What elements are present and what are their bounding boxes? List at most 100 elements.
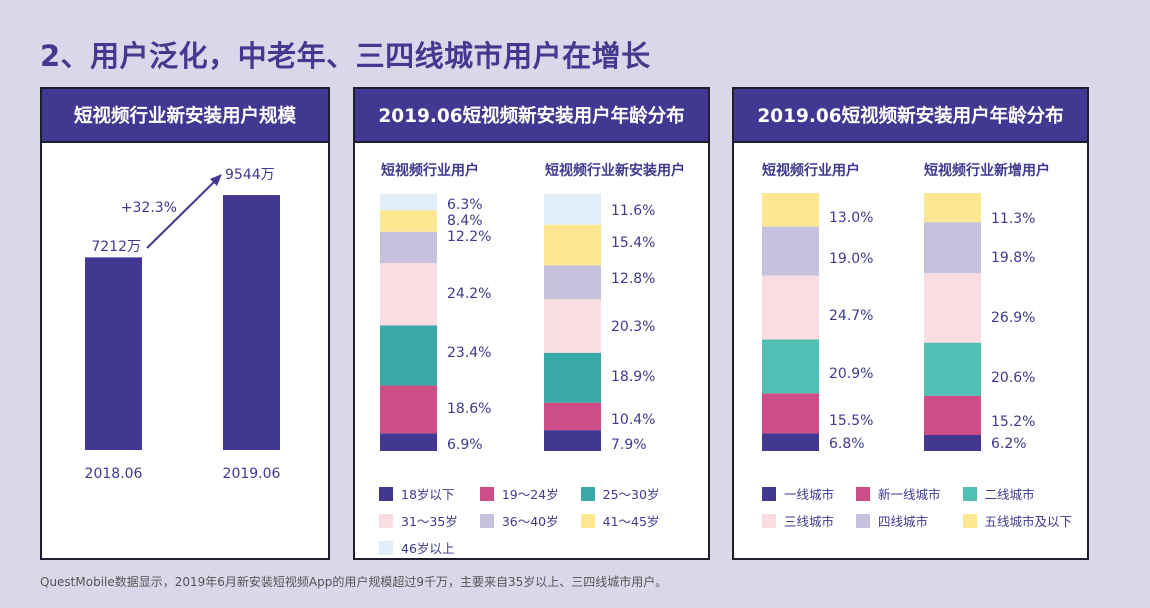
legend-label: 18岁以下 xyxy=(401,487,455,502)
segment-label: 6.8% xyxy=(829,436,865,452)
growth-annotation: +32.3% xyxy=(121,200,177,216)
segment-label: 15.2% xyxy=(991,414,1035,430)
legend-swatch xyxy=(962,486,977,501)
segment-31～35岁 xyxy=(380,263,437,326)
legend-age: 18岁以下 19～24岁 25～30岁 31～35岁 36～40岁 41～45岁 46岁以上 xyxy=(379,484,659,557)
segment-label: 20.9% xyxy=(829,366,873,382)
legend-swatch xyxy=(962,513,977,528)
stacked-bar-city-distribution: 短视频行业用户 6.8% 15.5% 20.9% 24.7% 19.0% 13.0% 短视频行… xyxy=(762,162,1050,452)
legend-label: 25～30岁 xyxy=(602,487,660,502)
legend-label: 四线城市 xyxy=(878,514,929,529)
x-tick-label: 2019.06 xyxy=(223,466,281,482)
segment-46岁以上 xyxy=(380,194,437,211)
segment-label: 19.8% xyxy=(991,250,1035,266)
legend-swatch xyxy=(762,486,776,501)
legend-swatch xyxy=(762,513,776,528)
panel-new-install-scale: 短视频行业新安装用户规模 2018.06 2019.06 7212万 9544万 +32… xyxy=(40,87,330,560)
segment-label: 7.9% xyxy=(611,437,647,453)
segment-新一线城市 xyxy=(924,395,981,436)
segment-36～40岁 xyxy=(380,231,437,264)
segment-label: 6.9% xyxy=(447,437,483,453)
legend-item: 36～40岁 xyxy=(479,511,559,530)
legend-city: 一线城市 新一线城市 二线城市三线城市 四线城市 五线城市及以下 xyxy=(762,484,1072,530)
segment-四线城市 xyxy=(924,222,981,274)
legend-swatch xyxy=(479,486,494,501)
stack-title: 短视频行业用户 xyxy=(762,162,860,179)
legend-item: 一线城市 xyxy=(762,484,834,503)
segment-label: 15.5% xyxy=(829,413,873,429)
bar-2018.06 xyxy=(85,257,142,450)
page-title: 2、用户泛化，中老年、三四线城市用户在增长 xyxy=(40,39,651,73)
segment-label: 12.2% xyxy=(447,229,491,245)
segment-label: 6.3% xyxy=(447,197,483,213)
legend-label: 新一线城市 xyxy=(878,487,941,502)
data-label: 9544万 xyxy=(225,167,275,183)
segment-18岁以下 xyxy=(544,430,601,451)
legend-item: 46岁以上 xyxy=(379,538,458,557)
footnote: QuestMobile数据显示，2019年6月新安装短视频App的用户规模超过9… xyxy=(40,575,668,589)
legend-item: 19～24岁 xyxy=(479,484,559,503)
legend-item: 二线城市 xyxy=(962,484,1073,503)
segment-四线城市 xyxy=(762,226,819,276)
stack-title: 短视频行业新安装用户 xyxy=(545,162,685,179)
data-label: 7212万 xyxy=(91,239,141,255)
legend-swatch xyxy=(856,486,871,501)
legend-swatch xyxy=(580,513,595,528)
segment-一线城市 xyxy=(924,435,981,451)
legend-swatch xyxy=(580,486,595,501)
growth-arrow-head xyxy=(210,174,222,186)
segment-label: 15.4% xyxy=(611,235,655,251)
segment-31～35岁 xyxy=(544,299,601,353)
legend-item: 31～35岁 xyxy=(379,511,458,530)
legend-item: 25～30岁 xyxy=(580,484,660,503)
segment-36～40岁 xyxy=(544,265,601,300)
segment-label: 20.6% xyxy=(991,370,1035,386)
segment-label: 18.6% xyxy=(447,401,491,417)
x-tick-label: 2018.06 xyxy=(85,466,143,482)
legend-label: 三线城市 xyxy=(784,514,835,529)
segment-46岁以上 xyxy=(544,194,601,225)
legend-item: 三线城市 xyxy=(762,511,834,530)
legend-label: 41～45岁 xyxy=(602,514,660,529)
legend-swatch xyxy=(856,513,871,528)
segment-二线城市 xyxy=(762,339,819,394)
panel-header: 2019.06短视频新安装用户年龄分布 xyxy=(734,89,1087,143)
panel-header: 短视频行业新安装用户规模 xyxy=(42,89,328,143)
stack-title: 短视频行业用户 xyxy=(381,162,479,179)
legend-label: 36～40岁 xyxy=(501,514,559,529)
legend-swatch xyxy=(379,486,393,501)
segment-label: 23.4% xyxy=(447,345,491,361)
bar-chart-new-install-scale: 2018.06 2019.06 7212万 9544万 +32.3% xyxy=(85,167,281,482)
legend-label: 31～35岁 xyxy=(401,514,458,529)
segment-二线城市 xyxy=(924,342,981,396)
legend-swatch xyxy=(379,540,393,555)
segment-25～30岁 xyxy=(544,352,601,403)
segment-一线城市 xyxy=(762,433,819,451)
legend-label: 五线城市及以下 xyxy=(984,514,1073,529)
segment-label: 24.7% xyxy=(829,308,873,324)
segment-label: 19.0% xyxy=(829,251,873,267)
bar-2019.06 xyxy=(223,195,280,450)
segment-三线城市 xyxy=(762,275,819,340)
segment-label: 18.9% xyxy=(611,369,655,385)
segment-label: 11.6% xyxy=(611,203,655,219)
segment-三线城市 xyxy=(924,273,981,343)
segment-25～30岁 xyxy=(380,325,437,386)
legend-swatch xyxy=(479,513,494,528)
segment-label: 24.2% xyxy=(447,286,491,302)
legend-label: 46岁以上 xyxy=(401,541,455,556)
segment-label: 11.3% xyxy=(991,211,1035,227)
legend-item: 五线城市及以下 xyxy=(962,511,1073,530)
segment-label: 13.0% xyxy=(829,210,873,226)
segment-41～45岁 xyxy=(544,224,601,266)
legend-item: 四线城市 xyxy=(856,511,941,530)
legend-item: 41～45岁 xyxy=(580,511,660,530)
segment-label: 10.4% xyxy=(611,412,655,428)
segment-18岁以下 xyxy=(380,433,437,451)
segment-五线城市及以下 xyxy=(924,193,981,223)
segment-label: 26.9% xyxy=(991,310,1035,326)
legend-label: 一线城市 xyxy=(784,487,835,502)
legend-item: 新一线城市 xyxy=(856,484,941,503)
segment-41～45岁 xyxy=(380,210,437,232)
segment-新一线城市 xyxy=(762,393,819,434)
